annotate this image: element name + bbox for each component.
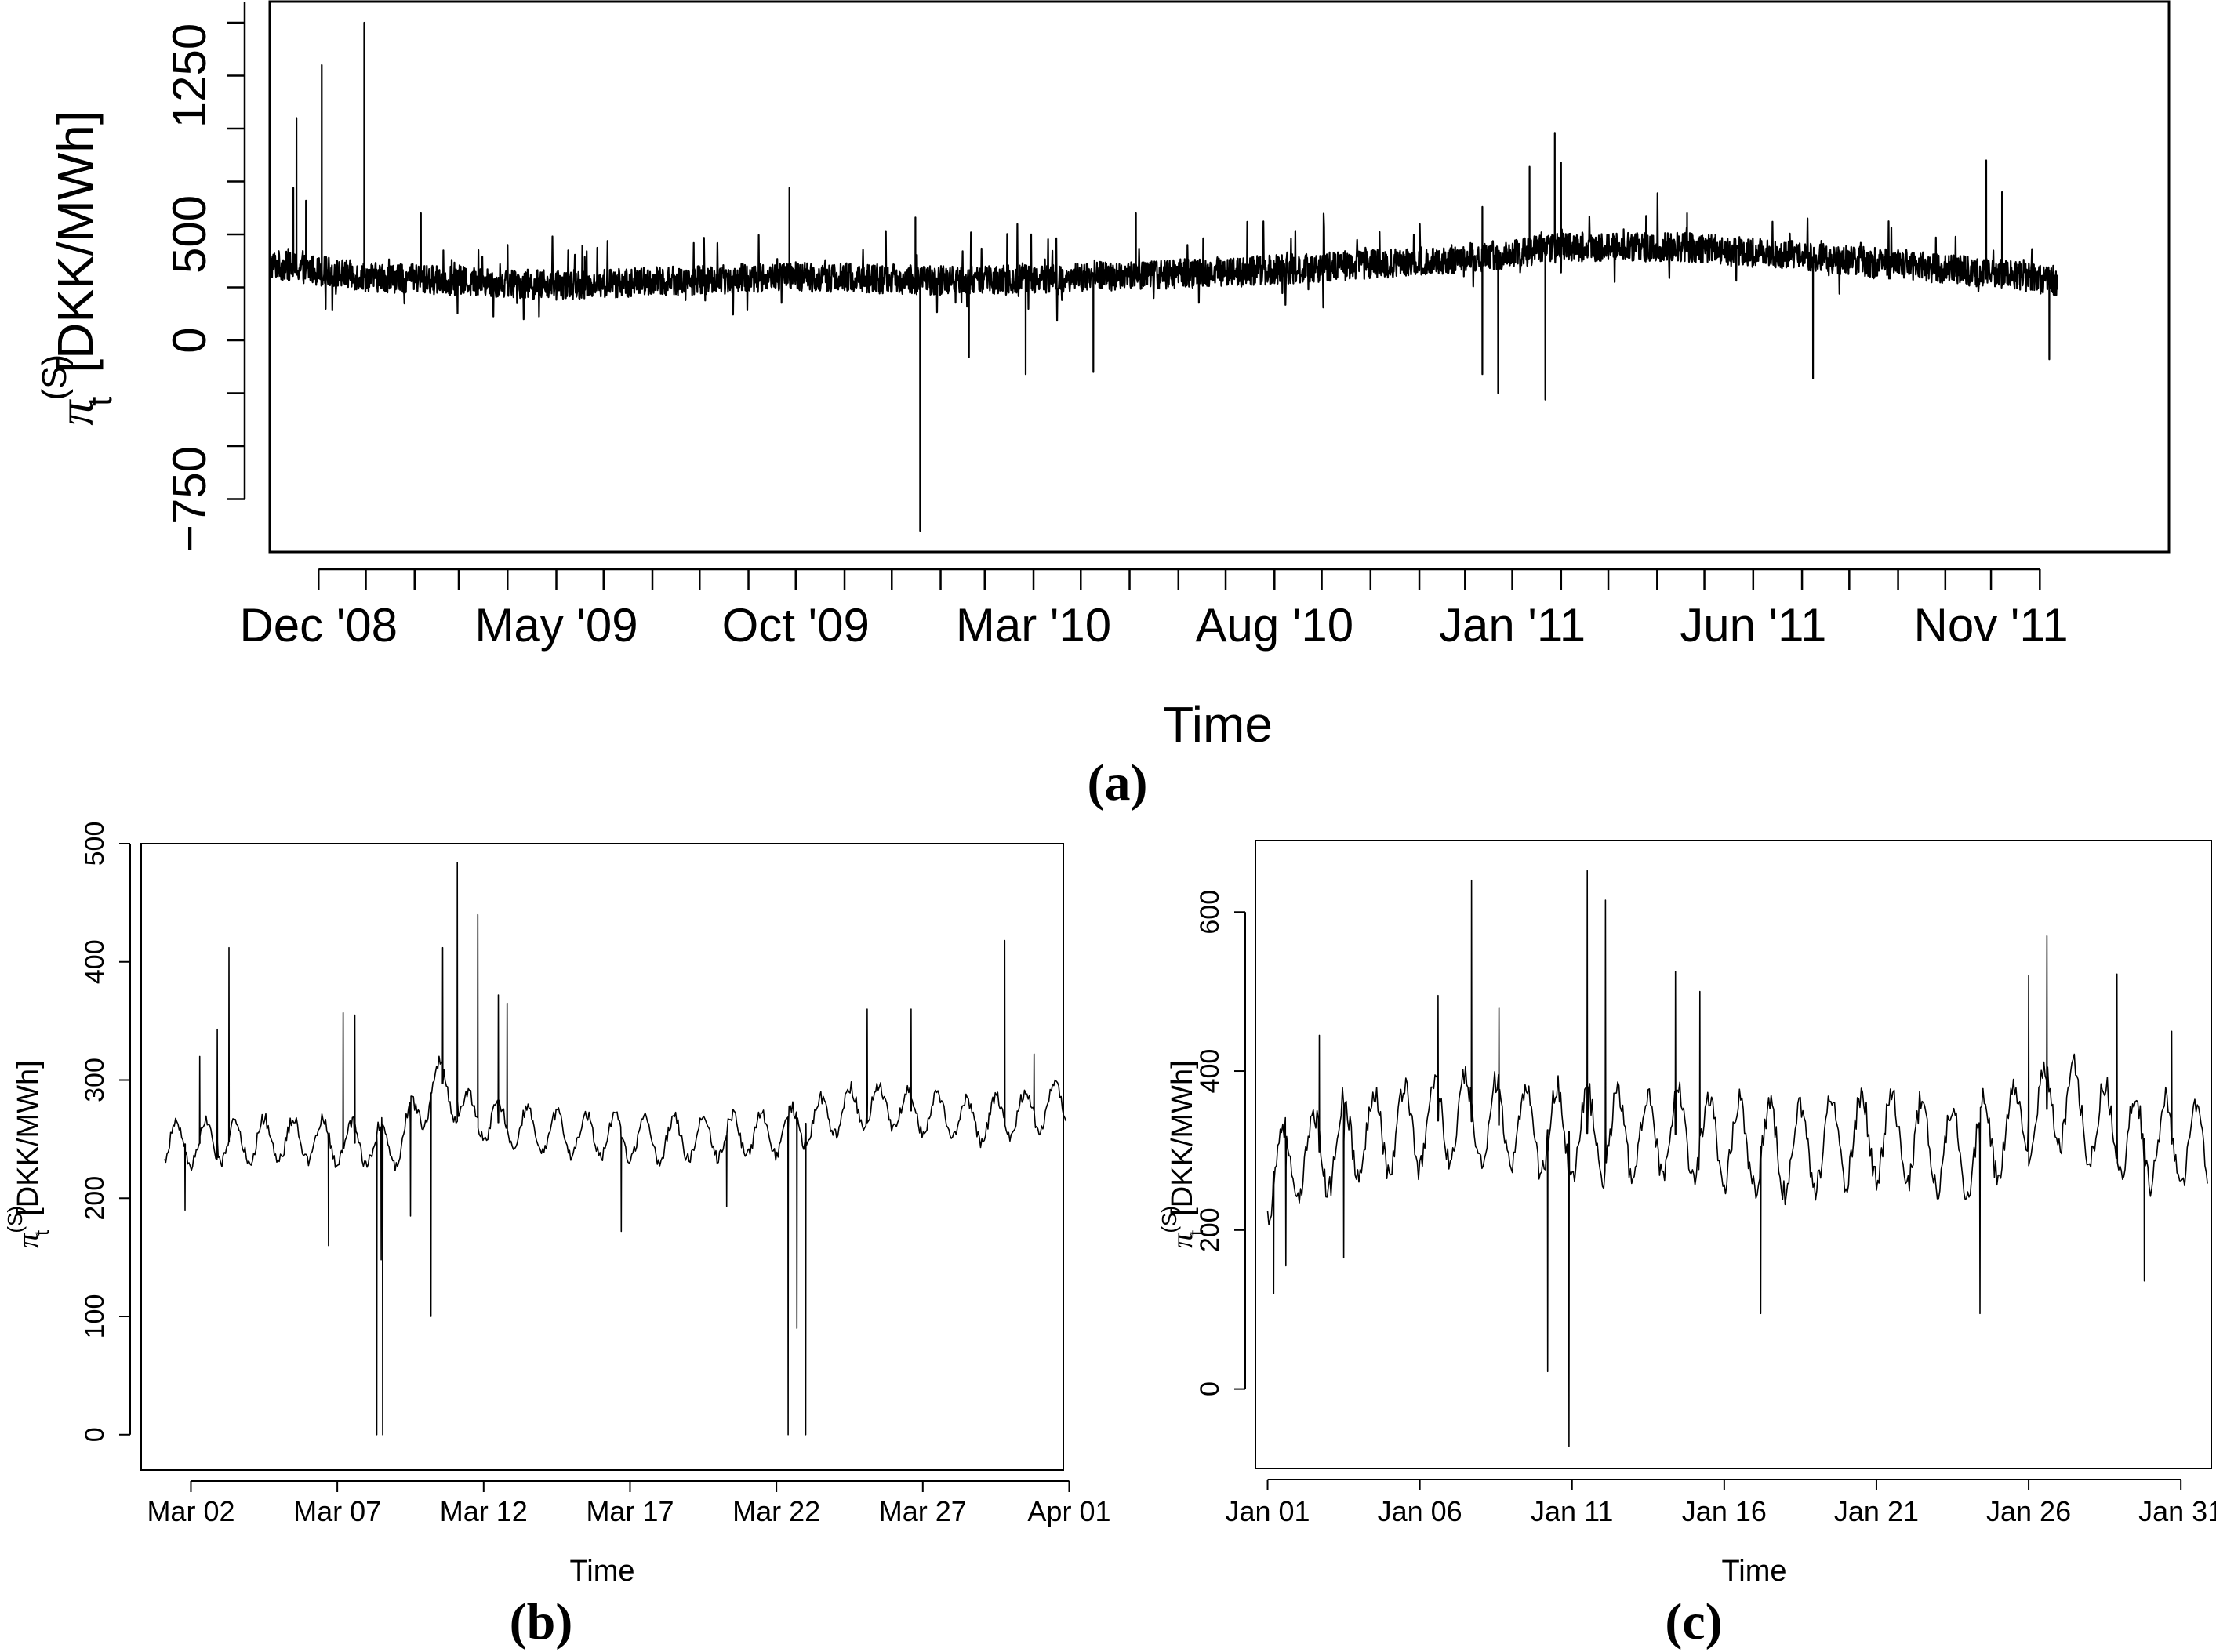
panel-b-y-axis: 0 100 200 300 400 500 (80, 822, 131, 1442)
panel-c-label: (c) (1665, 1593, 1722, 1650)
panel-c-ytick-label: 200 (1195, 1207, 1225, 1252)
panel-c-ylabel-sub: t (1184, 1229, 1208, 1236)
panel-b-x-axis-label: Time (569, 1555, 634, 1588)
panel-a-xtick-label: Nov '11 (1914, 599, 2069, 652)
panel-a-series (268, 21, 2058, 532)
panel-c-x-axis: Jan 01 Jan 06 Jan 11 Jan 16 Jan 21 Jan 26 Jan … (1225, 1479, 2216, 1527)
panel-c-xtick-label: Jan 16 (1682, 1495, 1767, 1527)
panel-a-xtick-label: Mar '10 (956, 599, 1111, 652)
panel-b-xtick-label: Mar 22 (732, 1495, 820, 1527)
panel-c-ylabel-main: π (1166, 1233, 1199, 1248)
panel-a-ytick-label: 0 (163, 327, 216, 353)
panel-c-xtick-label: Jan 31 (2138, 1495, 2216, 1527)
panel-c-xtick-label: Jan 06 (1378, 1495, 1462, 1527)
panel-a-xtick-label: May '09 (474, 599, 638, 652)
panel-b-x-axis: Mar 02 Mar 07 Mar 12 Mar 17 Mar 22 Mar 27 Apr … (147, 1480, 1111, 1527)
panel-b-ylabel-sup: (S) (3, 1206, 27, 1233)
panel-b-ylabel-sub: t (30, 1229, 53, 1236)
panel-b-y-axis-label: π(S) t [DKK/MWh] (3, 1060, 53, 1247)
panel-b-series-line (164, 862, 1067, 1436)
panel-b-xtick-label: Apr 01 (1027, 1495, 1110, 1527)
panel-b: 0 100 200 300 400 500 Mar 02 Mar 07 Mar 12 Mar 1… (3, 822, 1111, 1650)
panel-a-ytick-label: −750 (163, 446, 216, 552)
panel-a-xtick-label: Dec '08 (239, 599, 398, 652)
panel-a-xtick-label: Aug '10 (1195, 599, 1353, 652)
panel-b-ytick-label: 0 (80, 1427, 110, 1442)
panel-c-ytick-label: 600 (1195, 890, 1225, 935)
panel-c-ylabel-unit: [DKK/MWh] (1166, 1060, 1199, 1215)
panel-a-ylabel-sub: t (81, 397, 119, 406)
panel-a-series-line (268, 21, 2058, 532)
panel-c-ylabel-sup: (S) (1157, 1206, 1181, 1233)
panel-b-plot-frame (140, 843, 1064, 1471)
panel-a-ylabel-unit: [DKK/MWh] (47, 111, 104, 372)
panel-a-x-axis-label: Time (1163, 696, 1273, 753)
panel-b-ytick-label: 400 (80, 939, 110, 984)
panel-c-xtick-label: Jan 26 (1986, 1495, 2071, 1527)
panel-a-ytick-label: 500 (163, 195, 216, 274)
panel-b-label: (b) (510, 1593, 573, 1650)
svg-text:π(S)t[DKK/MWh]: π(S)t [DKK/MWh] (1157, 1060, 1208, 1247)
svg-text:π(S)t[DKK/MWh]: π(S)t [DKK/MWh] (3, 1060, 53, 1247)
panel-c-xtick-label: Jan 11 (1531, 1495, 1613, 1527)
panel-c-xtick-label: Jan 21 (1834, 1495, 1919, 1527)
panel-b-ytick-label: 200 (80, 1176, 110, 1221)
panel-b-ylabel-main: π (12, 1233, 45, 1248)
panel-b-xtick-label: Mar 12 (440, 1495, 528, 1527)
panel-b-xtick-label: Mar 27 (879, 1495, 967, 1527)
panel-b-ytick-label: 100 (80, 1294, 110, 1339)
panel-a-ylabel-main: π (48, 399, 104, 426)
panel-a-label: (a) (1088, 754, 1148, 811)
panel-c-ytick-label: 0 (1195, 1382, 1225, 1396)
panel-b-xtick-label: Mar 02 (147, 1495, 234, 1527)
panel-a: −750 0 500 1250 Dec '08 May '09 Oct '09 Mar '1… (35, 0, 2171, 811)
panel-c-series-line (1266, 870, 2208, 1447)
panel-a-y-axis: −750 0 500 1250 (163, 2, 246, 552)
panel-b-series (164, 862, 1067, 1436)
panel-c: 0 200 400 600 Jan 01 Jan 06 Jan 11 Jan 16 Jan 2… (1157, 840, 2216, 1650)
panel-c-series (1266, 870, 2208, 1447)
panel-a-y-axis-label: π(S) t [DKK/MWh] (35, 111, 119, 425)
svg-text:π(S)t[DKK/MWh]: π(S) t [DKK/MWh] (35, 111, 119, 425)
panel-b-ylabel-unit: [DKK/MWh] (12, 1060, 45, 1215)
panel-c-xtick-label: Jan 01 (1225, 1495, 1310, 1527)
panel-c-plot-frame (1255, 840, 2212, 1469)
panel-c-ytick-label: 400 (1195, 1049, 1225, 1094)
panel-c-x-axis-label: Time (1721, 1555, 1786, 1588)
panel-b-ytick-label: 300 (80, 1058, 110, 1102)
panel-a-xtick-label: Jan '11 (1439, 599, 1586, 652)
panel-a-ylabel-sup: (S) (35, 354, 74, 401)
panel-a-xtick-label: Oct '09 (722, 599, 870, 652)
panel-c-y-axis-label: π(S) t [DKK/MWh] (1157, 1060, 1208, 1247)
panel-b-xtick-label: Mar 07 (293, 1495, 381, 1527)
panel-b-xtick-label: Mar 17 (586, 1495, 674, 1527)
panel-a-xtick-label: Jun '11 (1680, 599, 1826, 652)
panel-a-ytick-label: 1250 (163, 24, 216, 128)
panel-a-plot-frame (268, 0, 2171, 554)
panel-c-y-axis: 0 200 400 600 (1195, 890, 1246, 1396)
panel-b-ytick-label: 500 (80, 822, 110, 866)
panel-a-x-axis: Dec '08 May '09 Oct '09 Mar '10 Aug '10 Jan '… (239, 568, 2069, 652)
